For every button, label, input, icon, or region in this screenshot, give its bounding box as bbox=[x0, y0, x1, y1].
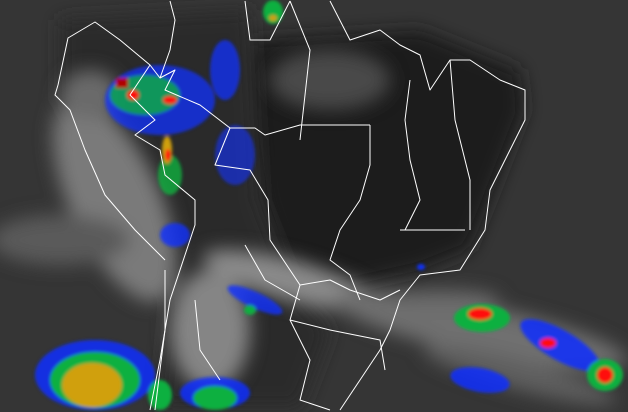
convective-clouds bbox=[35, 0, 623, 410]
political-borders bbox=[54, 0, 526, 411]
